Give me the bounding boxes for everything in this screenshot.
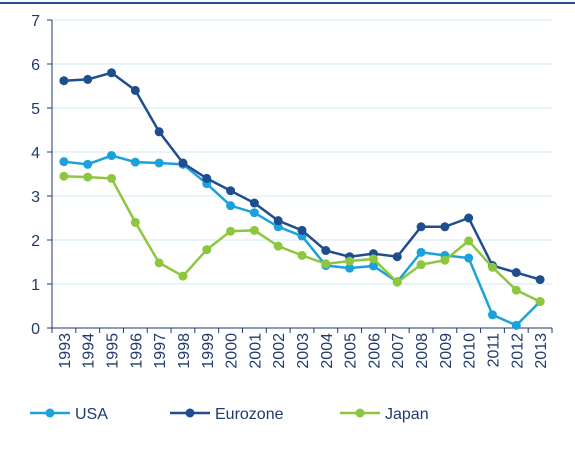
point bbox=[392, 277, 402, 287]
legend-marker bbox=[45, 408, 55, 418]
x-tick-label: 2007 bbox=[390, 333, 407, 369]
legend-marker bbox=[185, 408, 195, 418]
legend-label: USA bbox=[75, 406, 108, 423]
x-tick-label: 2009 bbox=[438, 333, 455, 369]
x-tick-label: 2003 bbox=[295, 333, 312, 369]
point bbox=[83, 159, 93, 169]
x-tick-label: 2001 bbox=[247, 333, 264, 369]
point bbox=[511, 285, 521, 295]
x-tick-label: 1998 bbox=[176, 333, 193, 369]
x-tick-label: 1993 bbox=[57, 333, 74, 369]
point bbox=[297, 250, 307, 260]
point bbox=[107, 151, 117, 161]
x-tick-label: 2004 bbox=[319, 333, 336, 369]
point bbox=[226, 226, 236, 236]
point bbox=[273, 216, 283, 226]
point bbox=[226, 201, 236, 211]
x-tick-label: 1994 bbox=[81, 333, 98, 369]
point bbox=[273, 241, 283, 251]
x-tick-label: 1999 bbox=[200, 333, 217, 369]
legend-label: Eurozone bbox=[215, 406, 284, 423]
x-tick-label: 2005 bbox=[343, 333, 360, 369]
x-tick-label: 2002 bbox=[271, 333, 288, 369]
y-tick-label: 5 bbox=[31, 101, 40, 118]
point bbox=[345, 263, 355, 273]
point bbox=[440, 222, 450, 232]
point bbox=[178, 271, 188, 281]
point bbox=[273, 222, 283, 232]
point bbox=[464, 213, 474, 223]
point bbox=[249, 225, 259, 235]
y-tick-label: 3 bbox=[31, 189, 40, 206]
point bbox=[154, 158, 164, 168]
y-tick-label: 2 bbox=[31, 233, 40, 250]
y-tick-label: 6 bbox=[31, 57, 40, 74]
point bbox=[368, 254, 378, 264]
point bbox=[321, 246, 331, 256]
point bbox=[297, 225, 307, 235]
point bbox=[321, 259, 331, 269]
point bbox=[368, 261, 378, 271]
x-tick-label: 2008 bbox=[414, 333, 431, 369]
point bbox=[416, 260, 426, 270]
point bbox=[59, 157, 69, 167]
series-line bbox=[63, 71, 541, 281]
x-tick-label: 2011 bbox=[485, 333, 502, 368]
x-tick-label: 2000 bbox=[224, 333, 241, 369]
x-tick-label: 2012 bbox=[509, 333, 526, 369]
x-tick-label: 1995 bbox=[105, 333, 122, 369]
x-tick-label: 1996 bbox=[128, 333, 145, 369]
x-tick-label: 1997 bbox=[152, 333, 169, 369]
point bbox=[487, 310, 497, 320]
point bbox=[416, 247, 426, 257]
point bbox=[249, 198, 259, 208]
x-tick-label: 2010 bbox=[462, 333, 479, 369]
legend-label: Japan bbox=[385, 406, 429, 423]
point bbox=[535, 275, 545, 285]
point bbox=[249, 208, 259, 218]
point bbox=[83, 74, 93, 84]
point bbox=[464, 236, 474, 246]
point bbox=[464, 253, 474, 263]
point bbox=[178, 158, 188, 168]
point bbox=[130, 85, 140, 95]
point bbox=[83, 172, 93, 182]
point bbox=[130, 217, 140, 227]
point bbox=[107, 173, 117, 183]
y-tick-label: 1 bbox=[31, 277, 40, 294]
point bbox=[59, 171, 69, 181]
point bbox=[202, 173, 212, 183]
point bbox=[416, 222, 426, 232]
x-tick-label: 2013 bbox=[533, 333, 550, 369]
y-tick-label: 7 bbox=[31, 13, 40, 30]
point bbox=[392, 252, 402, 262]
y-tick-label: 0 bbox=[31, 321, 40, 338]
point bbox=[440, 255, 450, 265]
point bbox=[107, 68, 117, 78]
y-tick-label: 4 bbox=[31, 145, 40, 162]
point bbox=[154, 127, 164, 137]
point bbox=[130, 157, 140, 167]
point bbox=[511, 320, 521, 330]
point bbox=[226, 186, 236, 196]
point bbox=[345, 256, 355, 266]
x-tick-label: 2006 bbox=[366, 333, 383, 369]
point bbox=[535, 297, 545, 307]
legend-marker bbox=[355, 408, 365, 418]
point bbox=[487, 262, 497, 272]
point bbox=[59, 76, 69, 86]
point bbox=[202, 245, 212, 255]
point bbox=[154, 258, 164, 268]
point bbox=[511, 268, 521, 278]
